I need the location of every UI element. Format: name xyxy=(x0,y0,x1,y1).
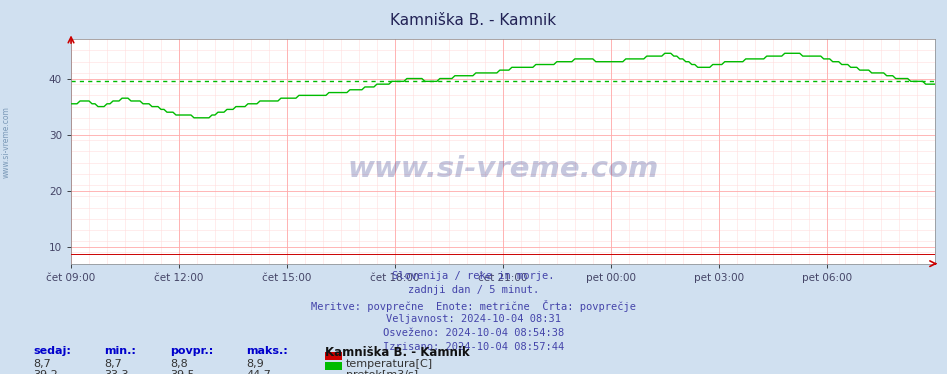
Text: 8,7: 8,7 xyxy=(104,359,122,369)
Text: zadnji dan / 5 minut.: zadnji dan / 5 minut. xyxy=(408,285,539,295)
Text: 8,7: 8,7 xyxy=(33,359,51,369)
Text: Osveženo: 2024-10-04 08:54:38: Osveženo: 2024-10-04 08:54:38 xyxy=(383,328,564,338)
Text: 8,8: 8,8 xyxy=(170,359,188,369)
Text: pretok[m3/s]: pretok[m3/s] xyxy=(346,370,418,374)
Text: maks.:: maks.: xyxy=(246,346,288,356)
Text: min.:: min.: xyxy=(104,346,136,356)
Text: Izrisano: 2024-10-04 08:57:44: Izrisano: 2024-10-04 08:57:44 xyxy=(383,342,564,352)
Text: povpr.:: povpr.: xyxy=(170,346,214,356)
Text: Kamniška B. - Kamnik: Kamniška B. - Kamnik xyxy=(390,13,557,28)
Text: www.si-vreme.com: www.si-vreme.com xyxy=(348,156,658,183)
Text: temperatura[C]: temperatura[C] xyxy=(346,359,433,369)
Text: sedaj:: sedaj: xyxy=(33,346,71,356)
Text: Veljavnost: 2024-10-04 08:31: Veljavnost: 2024-10-04 08:31 xyxy=(386,314,561,324)
Text: 8,9: 8,9 xyxy=(246,359,264,369)
Text: 33,3: 33,3 xyxy=(104,370,129,374)
Text: 39,5: 39,5 xyxy=(170,370,195,374)
Text: Kamniška B. - Kamnik: Kamniška B. - Kamnik xyxy=(325,346,470,359)
Text: Slovenija / reke in morje.: Slovenija / reke in morje. xyxy=(392,271,555,281)
Text: 44,7: 44,7 xyxy=(246,370,271,374)
Text: 39,2: 39,2 xyxy=(33,370,58,374)
Text: www.si-vreme.com: www.si-vreme.com xyxy=(1,106,10,178)
Text: Meritve: povprečne  Enote: metrične  Črta: povprečje: Meritve: povprečne Enote: metrične Črta:… xyxy=(311,300,636,312)
